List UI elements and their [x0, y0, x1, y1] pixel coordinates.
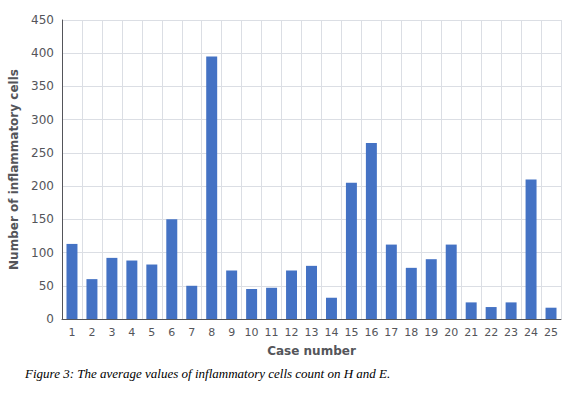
svg-text:12: 12	[285, 326, 299, 339]
svg-text:25: 25	[544, 326, 558, 339]
svg-text:20: 20	[444, 326, 458, 339]
svg-text:14: 14	[324, 326, 338, 339]
svg-text:17: 17	[384, 326, 398, 339]
svg-text:4: 4	[128, 326, 135, 339]
svg-text:13: 13	[305, 326, 319, 339]
svg-text:200: 200	[31, 179, 54, 193]
svg-text:15: 15	[344, 326, 358, 339]
svg-text:16: 16	[364, 326, 378, 339]
svg-text:18: 18	[404, 326, 418, 339]
svg-text:100: 100	[31, 246, 54, 260]
svg-text:250: 250	[31, 146, 54, 160]
svg-text:3: 3	[108, 326, 115, 339]
svg-text:22: 22	[484, 326, 498, 339]
svg-text:400: 400	[31, 46, 54, 60]
svg-text:23: 23	[504, 326, 518, 339]
svg-text:Figure 3: The average values o: Figure 3: The average values of inflamma…	[24, 366, 390, 381]
svg-text:21: 21	[464, 326, 478, 339]
svg-text:Case number: Case number	[267, 344, 356, 358]
svg-text:5: 5	[148, 326, 155, 339]
svg-text:50: 50	[39, 279, 54, 293]
svg-text:7: 7	[188, 326, 195, 339]
svg-text:6: 6	[168, 326, 175, 339]
svg-text:10: 10	[245, 326, 259, 339]
svg-text:350: 350	[31, 79, 54, 93]
svg-text:9: 9	[228, 326, 235, 339]
svg-text:19: 19	[424, 326, 438, 339]
svg-text:1: 1	[68, 326, 75, 339]
svg-text:0: 0	[46, 312, 54, 326]
svg-text:8: 8	[208, 326, 215, 339]
svg-text:450: 450	[31, 13, 54, 27]
svg-text:11: 11	[265, 326, 279, 339]
svg-text:150: 150	[31, 212, 54, 226]
svg-text:2: 2	[88, 326, 95, 339]
svg-text:24: 24	[524, 326, 538, 339]
svg-text:Number of inflammatory cells: Number of inflammatory cells	[7, 69, 21, 270]
svg-text:300: 300	[31, 113, 54, 127]
